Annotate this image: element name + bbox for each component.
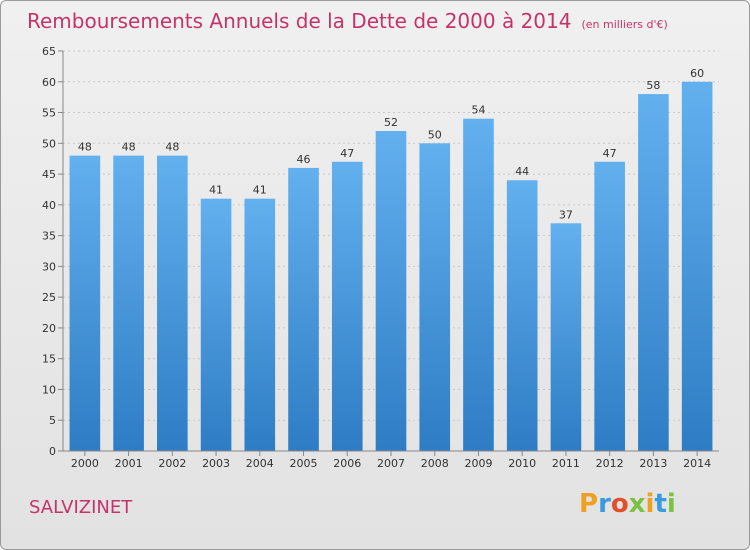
y-tick-label-20: 20 xyxy=(42,322,56,335)
bar-2006[interactable] xyxy=(331,161,363,451)
x-tick-label-2011: 2011 xyxy=(552,457,580,470)
bar-2004[interactable] xyxy=(244,198,276,451)
bar-2012[interactable] xyxy=(594,161,625,451)
value-label-2007: 52 xyxy=(384,116,398,129)
logo-letter-0: P xyxy=(579,489,599,519)
chart-title-text: Remboursements Annuels de la Dette de 20… xyxy=(27,9,572,33)
x-tick-label-2007: 2007 xyxy=(377,457,405,470)
value-label-2003: 41 xyxy=(209,184,223,197)
value-label-2008: 50 xyxy=(428,128,442,141)
logo-letter-5: t xyxy=(654,489,667,519)
bar-2010[interactable] xyxy=(506,180,538,451)
logo-letter-4: i xyxy=(645,489,655,519)
y-tick-label-35: 35 xyxy=(42,230,56,243)
axis-layer: 0 5 10 15 20 25 30 35 40 45 50 55 60 65 2000 2001 2002 20… xyxy=(42,45,719,470)
y-tick-label-60: 60 xyxy=(42,76,56,89)
y-tick-label-0: 0 xyxy=(49,445,56,458)
x-tick-label-2001: 2001 xyxy=(115,457,143,470)
bar-2014[interactable] xyxy=(681,81,713,452)
x-tick-label-2014: 2014 xyxy=(683,457,711,470)
value-label-2000: 48 xyxy=(78,141,92,154)
bar-layer: 48 48 48 41 41 46 47 52 50 54 44 37 47 58 60 xyxy=(69,67,713,452)
value-label-2006: 47 xyxy=(340,147,354,160)
value-label-2009: 54 xyxy=(471,104,485,117)
x-tick-label-2009: 2009 xyxy=(464,457,492,470)
bar-2013[interactable] xyxy=(638,94,669,452)
value-label-2010: 44 xyxy=(515,165,529,178)
y-tick-label-25: 25 xyxy=(42,291,56,304)
y-tick-label-5: 5 xyxy=(49,414,56,427)
value-label-2001: 48 xyxy=(122,141,136,154)
bar-2007[interactable] xyxy=(375,131,407,451)
y-tick-label-30: 30 xyxy=(42,260,56,273)
x-tick-label-2004: 2004 xyxy=(246,457,274,470)
logo-letter-1: r xyxy=(598,489,611,519)
x-tick-label-2013: 2013 xyxy=(639,457,667,470)
value-label-2005: 46 xyxy=(297,153,311,166)
value-label-2004: 41 xyxy=(253,184,267,197)
x-tick-label-2005: 2005 xyxy=(290,457,318,470)
bar-2005[interactable] xyxy=(288,167,319,451)
chart-unit-label: (en milliers d'€) xyxy=(581,18,668,31)
commune-name: SALVIZINET xyxy=(29,497,133,518)
chart-title: Remboursements Annuels de la Dette de 20… xyxy=(27,9,668,33)
y-tick-label-15: 15 xyxy=(42,353,56,366)
value-label-2013: 58 xyxy=(646,79,660,92)
x-tick-label-2000: 2000 xyxy=(71,457,99,470)
bar-2008[interactable] xyxy=(419,143,451,452)
y-tick-label-65: 65 xyxy=(42,45,56,58)
x-tick-label-2006: 2006 xyxy=(333,457,361,470)
y-tick-label-10: 10 xyxy=(42,383,56,396)
bar-2009[interactable] xyxy=(463,118,494,451)
y-tick-label-50: 50 xyxy=(42,137,56,150)
bar-2001[interactable] xyxy=(113,155,144,451)
logo-letter-6: i xyxy=(666,489,676,519)
proxiti-logo[interactable]: Proxiti xyxy=(579,489,676,519)
x-tick-label-2010: 2010 xyxy=(508,457,536,470)
x-tick-label-2003: 2003 xyxy=(202,457,230,470)
bar-2003[interactable] xyxy=(200,198,232,451)
bar-2011[interactable] xyxy=(550,223,582,451)
x-tick-label-2002: 2002 xyxy=(158,457,186,470)
logo-letter-2: o xyxy=(610,489,629,519)
value-label-2002: 48 xyxy=(165,141,179,154)
y-tick-label-40: 40 xyxy=(42,199,56,212)
value-label-2014: 60 xyxy=(690,67,704,80)
bar-2002[interactable] xyxy=(157,155,188,451)
bar-2000[interactable] xyxy=(69,155,101,451)
y-tick-label-55: 55 xyxy=(42,107,56,120)
value-label-2012: 47 xyxy=(603,147,617,160)
x-tick-label-2008: 2008 xyxy=(421,457,449,470)
value-label-2011: 37 xyxy=(559,208,573,221)
logo-letter-3: x xyxy=(628,489,646,519)
y-tick-label-45: 45 xyxy=(42,168,56,181)
x-tick-label-2012: 2012 xyxy=(596,457,624,470)
